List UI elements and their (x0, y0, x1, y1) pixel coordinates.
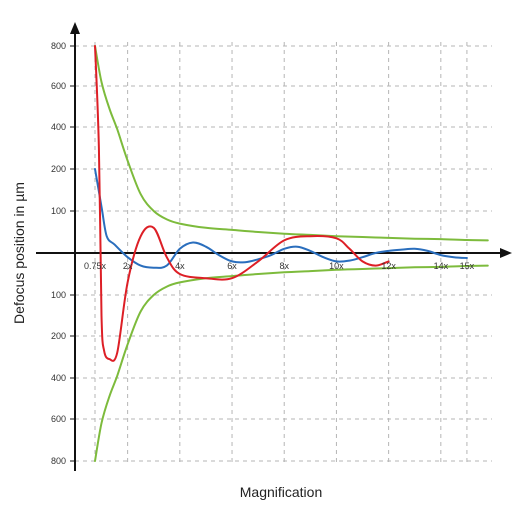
y-tick-label: 400 (51, 373, 66, 383)
x-axis-title: Magnification (240, 484, 323, 500)
y-tick-label: 200 (51, 164, 66, 174)
x-tick-label: 0.75x (84, 261, 107, 271)
y-tick-label: 600 (51, 81, 66, 91)
y-axis-arrow (70, 22, 80, 34)
x-axis-arrow (500, 248, 512, 258)
x-tick-label: 6x (227, 261, 237, 271)
tick-labels: 800 600 400 200 100 100 200 400 600 800 0.75x 2x 4x 6… (51, 41, 475, 466)
x-tick-label: 14x (434, 261, 449, 271)
x-tick-label: 15x (460, 261, 475, 271)
x-tick-label: 4x (175, 261, 185, 271)
x-tick-label: 2x (123, 261, 133, 271)
y-tick-label: 100 (51, 290, 66, 300)
y-tick-label: 100 (51, 206, 66, 216)
y-axis-title: Defocus position in µm (11, 182, 27, 324)
y-tick-label: 600 (51, 414, 66, 424)
lower-envelope-line (94, 264, 489, 462)
blue-series-line (94, 168, 468, 269)
x-tick-label: 12x (381, 261, 396, 271)
y-tick-label: 800 (51, 456, 66, 466)
x-tick-label: 8x (279, 261, 289, 271)
axes (36, 22, 512, 471)
y-tick-label: 400 (51, 122, 66, 132)
red-series-line (94, 45, 390, 362)
y-tick-label: 800 (51, 41, 66, 51)
series-lines (94, 45, 489, 462)
x-tick-label: 10x (329, 261, 344, 271)
upper-envelope-line (94, 45, 489, 242)
y-tick-label: 200 (51, 331, 66, 341)
